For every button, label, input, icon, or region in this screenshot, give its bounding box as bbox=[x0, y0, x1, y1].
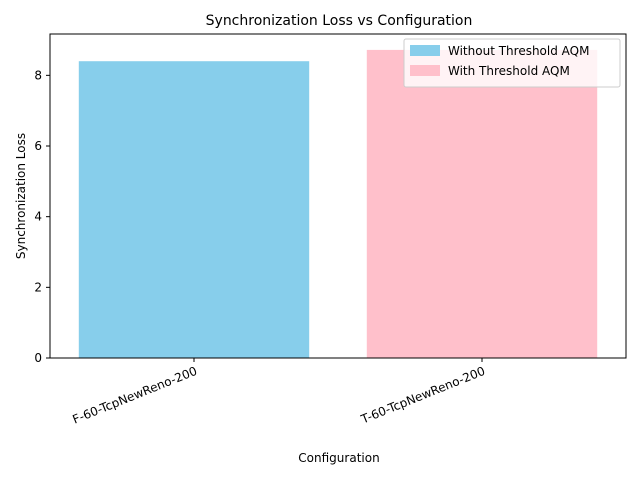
x-tick-label: F-60-TcpNewReno-200 bbox=[71, 364, 200, 427]
legend-box bbox=[403, 38, 621, 88]
x-axis-label: Configuration bbox=[298, 451, 379, 465]
chart-title: Synchronization Loss vs Configuration bbox=[206, 13, 473, 29]
y-axis: 0 2 4 6 8 bbox=[34, 68, 50, 365]
y-tick-label: 8 bbox=[34, 68, 42, 82]
bars-layer bbox=[78, 49, 598, 359]
y-axis-label: Synchronization Loss bbox=[14, 133, 28, 259]
y-tick-label: 0 bbox=[34, 351, 42, 365]
y-tick-label: 6 bbox=[34, 139, 42, 153]
bar-with-threshold bbox=[366, 49, 598, 359]
legend-swatch-with bbox=[410, 65, 440, 76]
y-tick-label: 2 bbox=[34, 280, 42, 294]
plot-frame bbox=[49, 33, 627, 359]
bar-without-threshold bbox=[78, 61, 310, 358]
y-tick-label: 4 bbox=[34, 210, 42, 224]
legend: Without Threshold AQM With Threshold AQM bbox=[403, 38, 621, 88]
legend-label-without: Without Threshold AQM bbox=[448, 44, 589, 58]
legend-label-with: With Threshold AQM bbox=[448, 64, 570, 78]
x-tick-label: T-60-TcpNewReno-200 bbox=[358, 364, 487, 427]
x-axis: F-60-TcpNewReno-200 T-60-TcpNewReno-200 bbox=[71, 358, 487, 427]
legend-swatch-without bbox=[410, 45, 440, 56]
